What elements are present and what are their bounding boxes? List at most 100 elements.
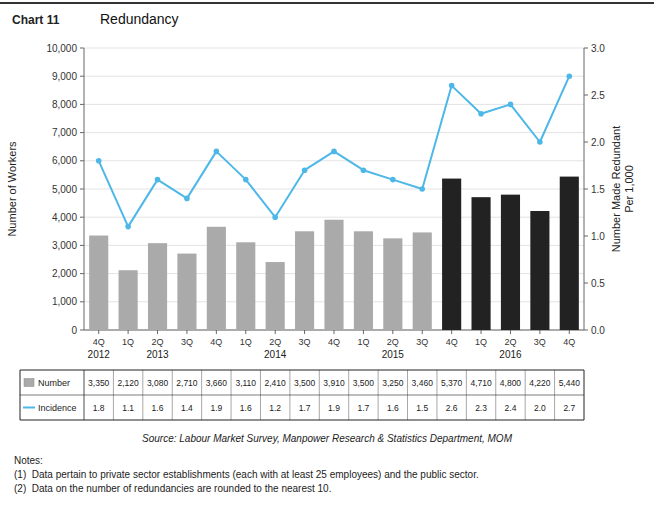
data-label: 1.2 [269,403,281,413]
year-label: 2012 [88,349,111,360]
table-rule [20,370,21,420]
y-tick [80,189,84,190]
chart-label: Chart 11 [12,13,60,27]
y2-tick [584,330,588,331]
line-marker [361,167,367,173]
data-label: 1.1 [122,403,134,413]
table-rule [20,395,584,396]
data-label: 3,660 [206,378,228,388]
line-marker [184,196,190,202]
x-tick-label: 4Q [563,337,575,347]
year-label: 2016 [499,349,522,360]
x-tick [128,330,129,334]
grid [84,48,584,330]
x-tick [186,330,187,334]
legend-label: Incidence [38,403,77,413]
bar [236,242,255,330]
source: Source: Labour Market Survey, Manpower R… [142,433,513,444]
data-label: 2.3 [475,403,487,413]
data-label: 3,080 [147,378,169,388]
y2-tick [584,142,588,143]
bar [530,211,549,330]
x-tick-label: 1Q [240,337,252,347]
bar [383,238,402,330]
line-marker [96,158,102,164]
table-rule [436,370,437,420]
table-rule [20,420,584,421]
bar [207,227,226,330]
grid-line [84,48,584,49]
y-tick [80,132,84,133]
table-rule [319,370,320,420]
x-tick [481,330,482,334]
grid-line [84,76,584,77]
x-tick [157,330,158,334]
line-marker [419,186,425,192]
table-rule [84,370,85,420]
y2-tick-label: 0.5 [591,278,605,289]
data-label: 2.0 [534,403,546,413]
y2-tick [584,236,588,237]
grid-line [84,160,584,161]
data-label: 1.8 [93,403,105,413]
y-tick [80,160,84,161]
data-label: 1.9 [210,403,222,413]
data-label: 5,440 [559,378,581,388]
table-rule [525,370,526,420]
header-line [0,2,654,4]
y-tick-label: 4,000 [52,212,77,223]
data-label: 2.6 [446,403,458,413]
x-tick-label: 1Q [357,337,369,347]
y2-tick-label: 3.0 [591,43,605,54]
table-rule [466,370,467,420]
x-tick-label: 1Q [475,337,487,347]
table-rule [348,370,349,420]
line-marker [478,111,484,117]
x-tick-label: 3Q [416,337,428,347]
x-tick-label: 2Q [504,337,516,347]
year-label: 2013 [146,349,169,360]
table-rule [172,370,173,420]
y2-axis-line [584,48,585,330]
x-tick [569,330,570,334]
y2-axis: 0.00.51.01.52.02.53.0Number Made Redunda… [584,43,635,336]
y2-tick-label: 1.0 [591,231,605,242]
y-tick-label: 6,000 [52,155,77,166]
data-label: 4,220 [529,378,551,388]
line-marker [214,149,220,155]
x-tick [304,330,305,334]
y-tick [80,245,84,246]
data-label: 2,410 [265,378,287,388]
line-marker [537,139,543,145]
bar [324,220,343,330]
x-tick-label: 3Q [534,337,546,347]
x-tick-label: 3Q [181,337,193,347]
y-tick-label: 10,000 [46,43,77,54]
grid-line [84,189,584,190]
data-table: Number3,3502,1203,0802,7103,6603,1102,41… [20,370,584,420]
table-rule [584,370,585,420]
x-tick [539,330,540,334]
y-tick-label: 9,000 [52,71,77,82]
table-rule [260,370,261,420]
legend-swatch [23,407,35,409]
data-label: 2,120 [117,378,139,388]
legend-swatch [24,379,34,387]
y-tick-label: 7,000 [52,127,77,138]
x-tick [510,330,511,334]
x-tick-label: 4Q [93,337,105,347]
grid-line [84,132,584,133]
table-rule [554,370,555,420]
y-label: Number of Workers [6,141,18,237]
y-axis-line [84,48,85,330]
line-marker [243,177,249,183]
y2-tick [584,189,588,190]
x-tick-label: 2Q [269,337,281,347]
y2-tick-label: 2.5 [591,90,605,101]
data-label: 1.7 [357,403,369,413]
x-tick [422,330,423,334]
bar [295,231,314,330]
x-tick-label: 2Q [387,337,399,347]
line-marker [272,214,278,220]
note: (1) Data pertain to private sector estab… [14,469,479,480]
